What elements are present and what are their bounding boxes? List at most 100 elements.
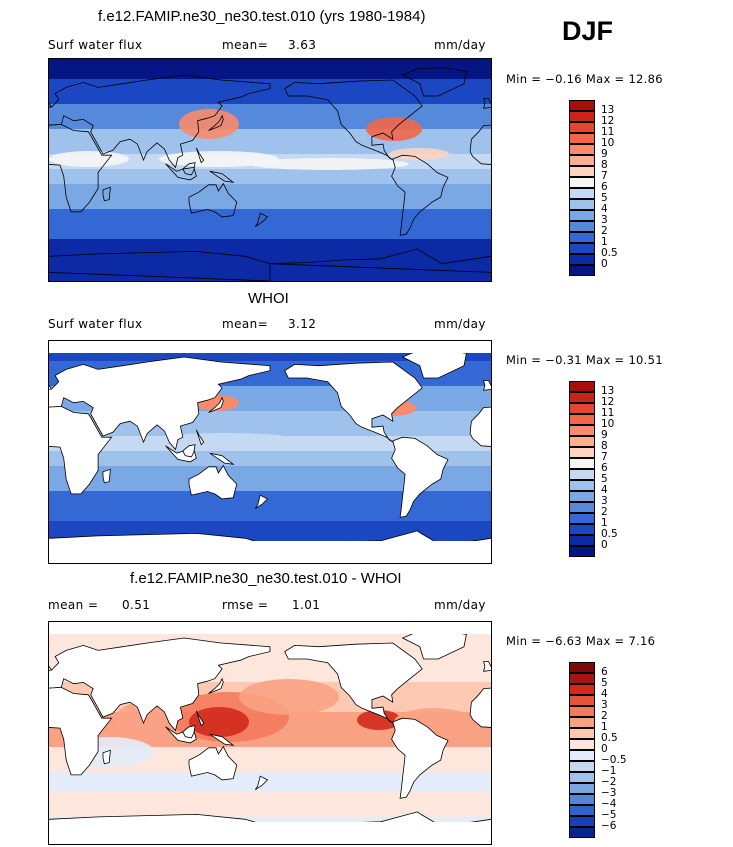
- colorbar-box: [569, 673, 595, 684]
- panel2-max-label: Max =: [585, 353, 625, 367]
- colorbar-box: [569, 133, 595, 144]
- panel2-units: mm/day: [434, 317, 486, 331]
- panel2-minmax: Min = −0.31 Max = 10.51: [506, 353, 663, 367]
- colorbar-tick-label: 0.5: [601, 528, 618, 540]
- coastline-australia: [188, 745, 238, 781]
- colorbar-box: [569, 816, 595, 827]
- panel2-min-label: Min =: [506, 353, 542, 367]
- coastline-uk: [49, 102, 53, 108]
- colorbar-tick-label: 1: [601, 236, 608, 248]
- coastline-indonesia: [165, 445, 197, 463]
- colorbar-box: [569, 662, 595, 673]
- coastline-philippines: [195, 147, 205, 164]
- coastline-nz: [254, 775, 269, 791]
- colorbar-tick-label: 9: [601, 148, 608, 160]
- panel2-variable: Surf water flux: [48, 317, 143, 331]
- panel2-mean-label: mean=: [222, 317, 269, 331]
- colorbar-box: [569, 122, 595, 133]
- missing-data-south: [49, 541, 491, 563]
- colorbar-box: [569, 199, 595, 210]
- colorbar-box: [569, 827, 595, 838]
- panel3-rmse-label: rmse =: [222, 598, 269, 612]
- coastline-uk: [483, 380, 491, 391]
- colorbar-box: [569, 436, 595, 447]
- field-band: [49, 451, 491, 466]
- colorbar-box: [569, 761, 595, 772]
- panel3-max-value: 7.16: [628, 634, 656, 648]
- colorbar-tick-label: 12: [601, 396, 615, 408]
- colorbar-tick-label: 1: [601, 721, 608, 733]
- coastline-borneo: [182, 162, 196, 176]
- coastline-namerica: [284, 642, 423, 724]
- field-feature: [179, 109, 239, 139]
- colorbar-box: [569, 491, 595, 502]
- colorbar-tick-label: 6: [601, 462, 608, 474]
- coastline-namerica: [284, 79, 423, 161]
- coastline-samerica: [391, 717, 449, 799]
- colorbar-box: [569, 805, 595, 816]
- colorbar-box: [569, 392, 595, 403]
- colorbar-box: [569, 265, 595, 276]
- colorbar-tick-label: −0.5: [601, 754, 627, 766]
- colorbar-tick-label: 3: [601, 495, 608, 507]
- colorbar-tick-label: −4: [601, 798, 617, 810]
- panel1-max-value: 12.86: [628, 72, 663, 86]
- colorbar-tick-label: 6: [601, 181, 608, 193]
- colorbar-tick-label: 5: [601, 192, 608, 204]
- coastline-antarctica: [269, 248, 491, 273]
- colorbar-box: [569, 144, 595, 155]
- coastline-borneo: [182, 444, 196, 458]
- coastline-philippines: [195, 429, 205, 446]
- panel3-min-value: −6.63: [545, 634, 582, 648]
- coastline-africa: [49, 405, 113, 495]
- coastline-uk: [49, 384, 53, 390]
- coastline-australia: [188, 182, 238, 218]
- colorbar-tick-label: 11: [601, 126, 615, 138]
- colorbar-tick-label: 12: [601, 115, 615, 127]
- field-feature: [389, 148, 449, 160]
- colorbar-tick-label: 5: [601, 473, 608, 485]
- colorbar-tick-label: −6: [601, 820, 617, 832]
- panel1-mean-value: 3.63: [288, 38, 317, 52]
- field-feature: [249, 158, 409, 170]
- colorbar-box: [569, 469, 595, 480]
- field-feature: [239, 679, 339, 715]
- panel3-mean-label: mean =: [48, 598, 99, 612]
- colorbar-box: [569, 177, 595, 188]
- panel2-title: WHOI: [248, 290, 289, 307]
- colorbar-box: [569, 717, 595, 728]
- colorbar-box: [569, 210, 595, 221]
- coastline-uk: [483, 98, 491, 109]
- colorbar-box: [569, 739, 595, 750]
- colorbar-tick-label: 6: [601, 666, 608, 678]
- colorbar-tick-label: 7: [601, 451, 608, 463]
- colorbar-box: [569, 502, 595, 513]
- colorbar-tick-label: 2: [601, 225, 608, 237]
- coastline-africa: [49, 686, 113, 776]
- panel2-min-value: −0.31: [545, 353, 582, 367]
- colorbar-box: [569, 403, 595, 414]
- field-feature: [259, 439, 419, 449]
- colorbar-box: [569, 243, 595, 254]
- panel2-mean-value: 3.12: [288, 317, 317, 331]
- colorbar-tick-label: 2: [601, 506, 608, 518]
- colorbar-tick-label: 4: [601, 203, 608, 215]
- panel3-units: mm/day: [434, 598, 486, 612]
- coastline-madagascar: [102, 468, 111, 484]
- colorbar-box: [569, 783, 595, 794]
- colorbar-tick-label: 10: [601, 418, 615, 430]
- coastline-eurasia: [49, 74, 271, 169]
- colorbar-tick-label: 1: [601, 517, 608, 529]
- missing-data-south: [49, 822, 491, 844]
- colorbar-tick-label: 0: [601, 539, 608, 551]
- coastline-samerica: [391, 154, 449, 236]
- colorbar-box: [569, 166, 595, 177]
- colorbar-box: [569, 381, 595, 392]
- panel1-minmax: Min = −0.16 Max = 12.86: [506, 72, 663, 86]
- field-feature: [154, 433, 294, 445]
- colorbar-tick-label: −3: [601, 787, 617, 799]
- colorbar-box: [569, 254, 595, 265]
- colorbar-tick-label: 3: [601, 699, 608, 711]
- colorbar-tick-label: 13: [601, 104, 615, 116]
- colorbar-box: [569, 111, 595, 122]
